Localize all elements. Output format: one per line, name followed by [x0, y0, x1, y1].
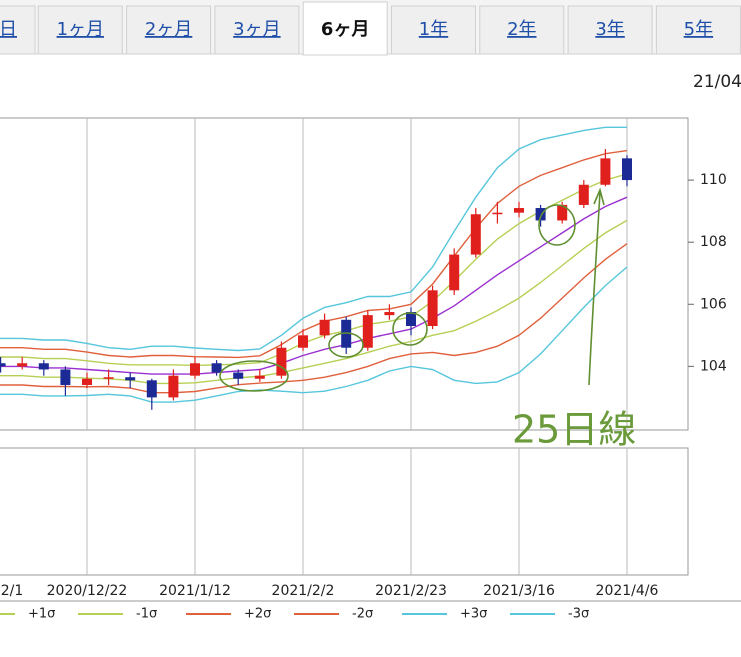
candle-body	[406, 312, 416, 326]
tab-label[interactable]: 5年	[684, 19, 713, 40]
tab-label[interactable]: 3年	[595, 19, 624, 40]
candle-body	[470, 214, 481, 255]
legend-label: -2σ	[352, 607, 373, 622]
candle-body	[168, 375, 179, 398]
y-tick-label: 110	[700, 172, 727, 188]
band-line	[0, 196, 628, 375]
x-tick-label: 2021/3/16	[483, 583, 555, 599]
sub-panel-frame	[0, 447, 689, 576]
y-tick-label: 104	[700, 358, 727, 374]
band-line	[0, 126, 627, 352]
tab[interactable]	[0, 5, 36, 55]
highlight-ellipse	[392, 312, 428, 346]
hand-annotations	[219, 187, 605, 392]
legend-label: +1σ	[28, 607, 55, 622]
tab-label[interactable]: 2ヶ月	[145, 19, 192, 40]
tab-label[interactable]: 1ヶ月	[57, 19, 104, 40]
x-tick-label: 2020/12/22	[47, 583, 128, 599]
tab[interactable]	[567, 5, 653, 55]
tab[interactable]	[479, 5, 565, 55]
candle-body	[254, 375, 265, 379]
arrow-head	[593, 187, 605, 206]
highlight-ellipse	[328, 332, 364, 358]
tab[interactable]	[302, 1, 388, 56]
candle-body	[622, 158, 632, 181]
highlight-ellipse	[538, 204, 576, 246]
x-tick-label: 2021/4/6	[596, 583, 659, 599]
legend-label: +3σ	[460, 607, 487, 622]
tab[interactable]	[37, 5, 123, 55]
tab-label[interactable]: 3ヶ月	[233, 19, 280, 40]
arrow-shaft	[588, 191, 601, 386]
tab-label[interactable]: 1年	[419, 19, 448, 40]
candle-body	[60, 369, 71, 385]
x-tick-label: 2/1	[1, 583, 24, 599]
candle-body	[38, 363, 49, 370]
tab[interactable]	[391, 5, 476, 55]
annotation: 25日線	[512, 408, 636, 452]
candle-body	[578, 184, 589, 205]
candle-body	[514, 208, 524, 213]
tab[interactable]	[214, 5, 300, 55]
candle-body	[449, 254, 460, 291]
candle-body	[319, 319, 330, 336]
x-tick-label: 2021/2/23	[375, 583, 447, 599]
plot-frame	[0, 117, 689, 431]
candle-body	[384, 312, 395, 316]
candle-body	[17, 363, 28, 367]
candle-body	[276, 347, 287, 376]
candle-body	[298, 335, 308, 348]
legend-label: -3σ	[568, 607, 589, 622]
candle-body	[146, 380, 157, 398]
header-date: 21/04	[693, 72, 741, 92]
y-tick-label: 108	[700, 234, 727, 250]
tabs: 日 1ヶ月 2ヶ月 3ヶ月 6ヶ月 1年 2年 3年 5年	[0, 1, 741, 56]
tab-label[interactable]: 2年	[507, 19, 536, 40]
highlight-ellipse	[219, 360, 289, 392]
candle-body	[492, 212, 503, 215]
candle-body	[362, 315, 373, 348]
tab[interactable]	[655, 5, 741, 55]
tab-label[interactable]: 日	[0, 19, 17, 40]
legend-label: +2σ	[244, 607, 271, 622]
x-tick-label: 2021/2/2	[272, 583, 335, 599]
candle-body	[103, 377, 114, 379]
candle-body	[233, 372, 244, 379]
candle-body	[557, 204, 568, 221]
candle-body	[211, 363, 222, 373]
band-line	[0, 266, 628, 403]
candle-body	[0, 363, 6, 367]
y-tick-label: 106	[700, 296, 727, 312]
legend: +1σ -1σ +2σ -2σ +3σ -3σ	[0, 607, 589, 622]
candle-body	[600, 158, 611, 185]
candle-body	[125, 377, 136, 381]
candle-body	[82, 378, 92, 385]
tab[interactable]	[126, 5, 212, 55]
candle-body	[427, 290, 438, 326]
tab-label[interactable]: 6ヶ月	[321, 19, 370, 40]
legend-label: -1σ	[136, 607, 157, 622]
candle-body	[535, 208, 546, 221]
x-tick-label: 2021/1/12	[159, 583, 231, 599]
candle-body	[190, 363, 200, 376]
